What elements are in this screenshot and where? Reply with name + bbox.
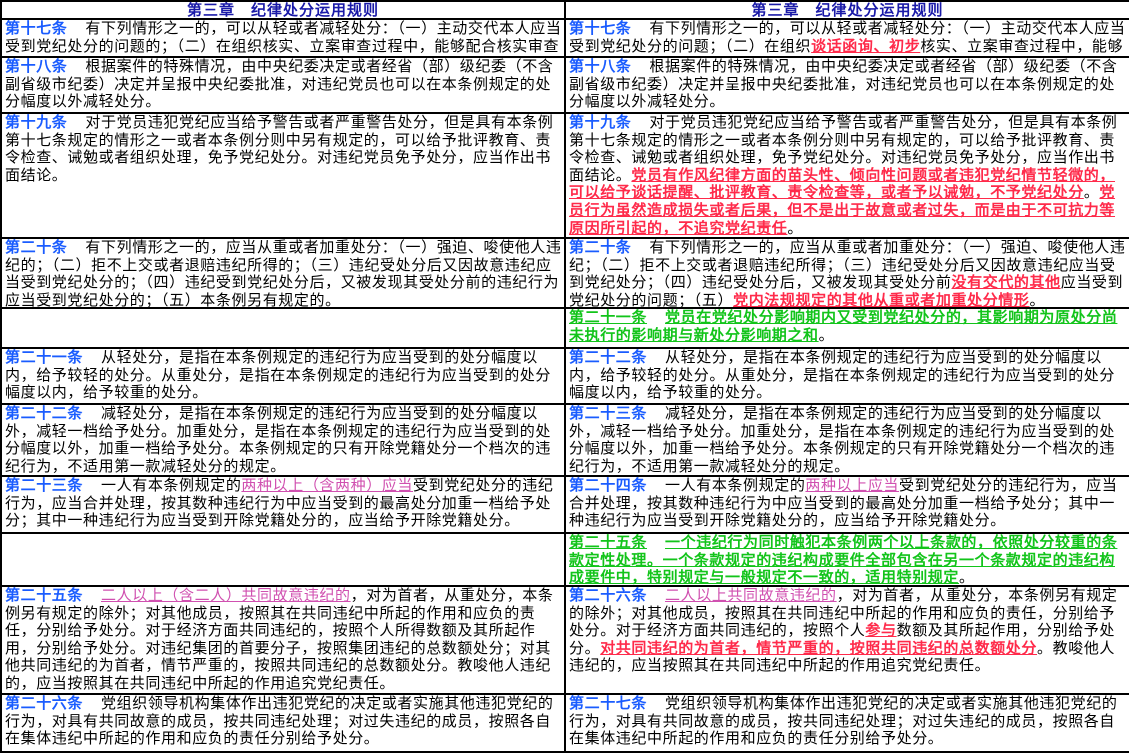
article-row: 第二十二条 减轻处分，是指在本条例规定的违纪行为应当受到的处分幅度以外，减轻一档给… [0,403,1129,477]
article-number: 第二十四条 [569,477,648,494]
article-text: ，对为首者，从重处分，本条例另有规定的除外；对其他成员，按照其在共同违纪中所起的… [569,587,1118,640]
new-version-cell: 第二十条 有下列情形之一的，应当从重或者加重处分：（一）强迫、唆使他人违纪；（二）… [564,237,1129,309]
old-version-cell: 第十七条 有下列情形之一的，可以从轻或者减轻处分：（一）主动交代本人应当受到党纪处… [0,18,566,58]
added-text: 党员有作风纪律方面的苗头性、倾向性问题或者违犯党纪情节轻微的，可以给予谈话提醒、… [569,165,1116,202]
article-text: 党组织领导机构集体作出违犯党纪的决定或者实施其他违犯党纪的行为，对具有共同故意的… [569,695,1118,748]
article-text: 有下列情形之一的，应当从重或者加重处分：（一）强迫、唆使他人违纪的；（二）拒不上… [5,239,562,307]
article-number: 第二十五条 [5,587,84,604]
article-text: 有下列情形之一的，可以从轻或者减轻处分：（一）主动交代本人应当受到党纪处分的问题… [569,20,1126,55]
old-version-cell: 第二十三条 一人有本条例规定的两种以上（含两种）应当受到党纪处分的违纪行为，应当合… [0,475,566,534]
article-text: 。 [1083,183,1100,202]
article-number: 第二十六条 [569,587,648,604]
new-version-cell: 第二十一条 党员在党纪处分影响期内又受到党纪处分的，其影响期为原处分尚未执行的影响… [564,307,1129,349]
article-row: 第十七条 有下列情形之一的，可以从轻或者减轻处分：（一）主动交代本人应当受到党纪处… [0,18,1129,58]
article-text: 从轻处分，是指在本条例规定的违纪行为应当受到的处分幅度以内，给予较轻的处分。从重… [5,349,552,402]
article-row: 第十八条 根据案件的特殊情况，由中央纪委决定或者经省（部）级纪委（不含副省级市纪委… [0,56,1129,114]
old-version-cell: 第十九条 对于党员违犯党纪应当给予警告或者严重警告处分，但是具有本条例第十七条规定… [0,112,566,239]
article-number: 第二十一条 [5,349,84,366]
old-version-cell [0,307,566,349]
new-version-cell: 第十八条 根据案件的特殊情况，由中央纪委决定或者经省（部）级纪委（不含副省级市纪委… [564,56,1129,114]
new-version-chapter-title: 第三章 纪律处分运用规则 [564,0,1129,20]
new-version-cell: 第二十四条 一人有本条例规定的两种以上应当受到党纪处分的违纪行为，应当合并处理，按… [564,475,1129,534]
article-text: 数额及其所起作用，分别给予处分。 [569,621,1116,657]
article-text: 。 [959,568,975,585]
old-version-cell [0,532,566,587]
article-text: 有下列情形之一的，可以从轻或者减轻处分：（一）主动交代本人应当受到党纪处分的问题… [5,20,562,55]
article-number: 第二十一条 [569,309,648,326]
article-number: 第二十二条 [5,405,84,422]
added-text: 党内法规规定的其他从重或者加重处分情形 [733,290,1030,307]
new-version-cell: 第二十六条 二人以上共同故意违纪的，对为首者，从重处分，本条例另有规定的除外；对其… [564,585,1129,695]
article-text: 根据案件的特殊情况，由中央纪委决定或者经省（部）级纪委（不含副省级市纪委）决定并… [569,58,1118,111]
changed-text: 两种以上（含两种）应当 [241,477,414,494]
article-text: 受到党纪处分的违纪行为，应当合并处理，按其数种违纪行为中应当受到的最高处分加重一… [569,477,1118,530]
old-version-cell: 第二十二条 减轻处分，是指在本条例规定的违纪行为应当受到的处分幅度以外，减轻一档给… [0,403,566,477]
new-version-cell: 第二十七条 党组织领导机构集体作出违犯党纪的决定或者实施其他违犯党纪的行为，对具有… [564,693,1129,753]
article-text: 核实、立案审查过程中，能够 [920,36,1124,55]
old-version-cell: 第二十条 有下列情形之一的，应当从重或者加重处分：（一）强迫、唆使他人违纪的；（二… [0,237,566,309]
article-text: 应当受到党纪处分的问题；（五） [569,273,1124,307]
article-number: 第二十二条 [569,349,648,366]
article-text: 对于党员违犯党纪应当给予警告或者严重警告处分，但是具有本条例第十七条规定的情形之… [5,114,554,184]
article-number: 第二十五条 [569,534,648,551]
article-number: 第十八条 [569,58,632,75]
old-version-cell: 第二十一条 从轻处分，是指在本条例规定的违纪行为应当受到的处分幅度以内，给予较轻的… [0,347,566,405]
article-row: 第十九条 对于党员违犯党纪应当给予警告或者严重警告处分，但是具有本条例第十七条规定… [0,112,1129,239]
new-version-cell: 第二十二条 从轻处分，是指在本条例规定的违纪行为应当受到的处分幅度以内，给予较轻的… [564,347,1129,405]
article-number: 第二十条 [5,239,68,256]
article-row: 第二十一条 从轻处分，是指在本条例规定的违纪行为应当受到的处分幅度以内，给予较轻的… [0,347,1129,405]
added-text: 一个违纪行为同时触犯本条例两个以上条款的，依照处分较重的条款定性处理。一个条款规… [569,534,1118,585]
old-version-cell: 第二十六条 党组织领导机构集体作出违犯党纪的决定或者实施其他违犯党纪的行为，对具有… [0,693,566,753]
old-version-cell: 第二十五条 二人以上（含二人）共同故意违纪的，对为首者，从重处分，本条例另有规定的… [0,585,566,695]
new-version-cell: 第二十三条 减轻处分，是指在本条例规定的违纪行为应当受到的处分幅度以外，减轻一档给… [564,403,1129,477]
article-row: 第二十三条 一人有本条例规定的两种以上（含两种）应当受到党纪处分的违纪行为，应当合… [0,475,1129,534]
changed-text: 二人以上共同故意违纪的 [665,587,837,604]
article-number: 第二十六条 [5,695,84,712]
added-text: 没有交代的其他 [951,273,1061,292]
article-text: 从轻处分，是指在本条例规定的违纪行为应当受到的处分幅度以内，给予较轻的处分。从重… [569,349,1116,402]
article-number: 第二十三条 [5,477,84,494]
changed-text: 两种以上应当 [805,477,900,494]
article-text: 。 [1029,290,1046,307]
article-number: 第十七条 [5,20,68,37]
chapter-header-row: 第三章 纪律处分运用规则 第三章 纪律处分运用规则 [0,0,1129,20]
added-text: 对共同违纪的为首者，情节严重的，按照共同违纪的总数额处分 [600,638,1038,657]
article-text: 有下列情形之一的，应当从重或者加重处分：（一）强迫、唆使他人违纪；（二）拒不上交… [569,239,1126,292]
new-version-cell: 第二十五条 一个违纪行为同时触犯本条例两个以上条款的，依照处分较重的条款定性处理。… [564,532,1129,587]
article-number: 第十八条 [5,58,68,75]
article-number: 第十九条 [5,114,68,131]
article-text: 受到党纪处分的违纪行为，应当合并处理，按其数种违纪行为中应当受到的最高处分加重一… [5,477,554,530]
article-text: 减轻处分，是指在本条例规定的违纪行为应当受到的处分幅度以外，减轻一档给予处分。加… [569,405,1116,475]
changed-text: 二人以上（含二人）共同故意违纪的 [101,587,351,604]
article-row: 第二十五条 二人以上（含二人）共同故意违纪的，对为首者，从重处分，本条例另有规定的… [0,585,1129,695]
old-version-cell: 第十八条 根据案件的特殊情况，由中央纪委决定或者经省（部）级纪委（不含副省级市纪委… [0,56,566,114]
article-row: 第二十五条 一个违纪行为同时触犯本条例两个以上条款的，依照处分较重的条款定性处理。… [0,532,1129,587]
added-text: 谈话函询、初步 [811,36,921,55]
article-number: 第二十三条 [569,405,648,422]
new-version-cell: 第十七条 有下列情形之一的，可以从轻或者减轻处分：（一）主动交代本人应当受到党纪处… [564,18,1129,58]
article-text: 。 [818,325,835,344]
article-number: 第十七条 [569,20,632,37]
article-text: 。 [787,218,804,237]
added-text: 党员行为虽然造成损失或者后果，但不是出于故意或者过失，而是由于不可抗力等原因所引… [569,183,1116,237]
article-text: 。教唆他人违纪的，应当按照其在共同违纪中所起的作用追究党纪责任。 [569,638,1116,675]
article-text: 对于党员违犯党纪应当给予警告或者严重警告处分，但是具有本条例第十七条规定的情形之… [569,114,1118,184]
added-text: 参与 [865,621,897,640]
old-version-chapter-title: 第三章 纪律处分运用规则 [0,0,566,20]
article-number: 第十九条 [569,114,632,131]
article-row: 第二十条 有下列情形之一的，应当从重或者加重处分：（一）强迫、唆使他人违纪的；（二… [0,237,1129,309]
article-text: 党组织领导机构集体作出违犯党纪的决定或者实施其他违犯党纪的行为，对具有共同故意的… [5,695,554,748]
article-number: 第二十七条 [569,695,648,712]
article-row: 第二十一条 党员在党纪处分影响期内又受到党纪处分的，其影响期为原处分尚未执行的影响… [0,307,1129,349]
article-number: 第二十条 [569,239,632,256]
article-text: 一人有本条例规定的 [665,477,806,494]
new-version-cell: 第十九条 对于党员违犯党纪应当给予警告或者严重警告处分，但是具有本条例第十七条规定… [564,112,1129,239]
article-text: 根据案件的特殊情况，由中央纪委决定或者经省（部）级纪委（不含副省级市纪委）决定并… [5,58,554,111]
article-text: 减轻处分，是指在本条例规定的违纪行为应当受到的处分幅度以外，减轻一档给予处分。加… [5,405,552,475]
article-text: 一人有本条例规定的 [101,477,242,494]
article-text: ，对为首者，从重处分，本条例另有规定的除外；对其他成员，按照其在共同违纪中所起的… [5,587,554,692]
added-text: 党员在党纪处分影响期内又受到党纪处分的，其影响期为原处分尚未执行的影响期与新处分… [569,309,1118,344]
article-row: 第二十六条 党组织领导机构集体作出违犯党纪的决定或者实施其他违犯党纪的行为，对具有… [0,693,1129,753]
